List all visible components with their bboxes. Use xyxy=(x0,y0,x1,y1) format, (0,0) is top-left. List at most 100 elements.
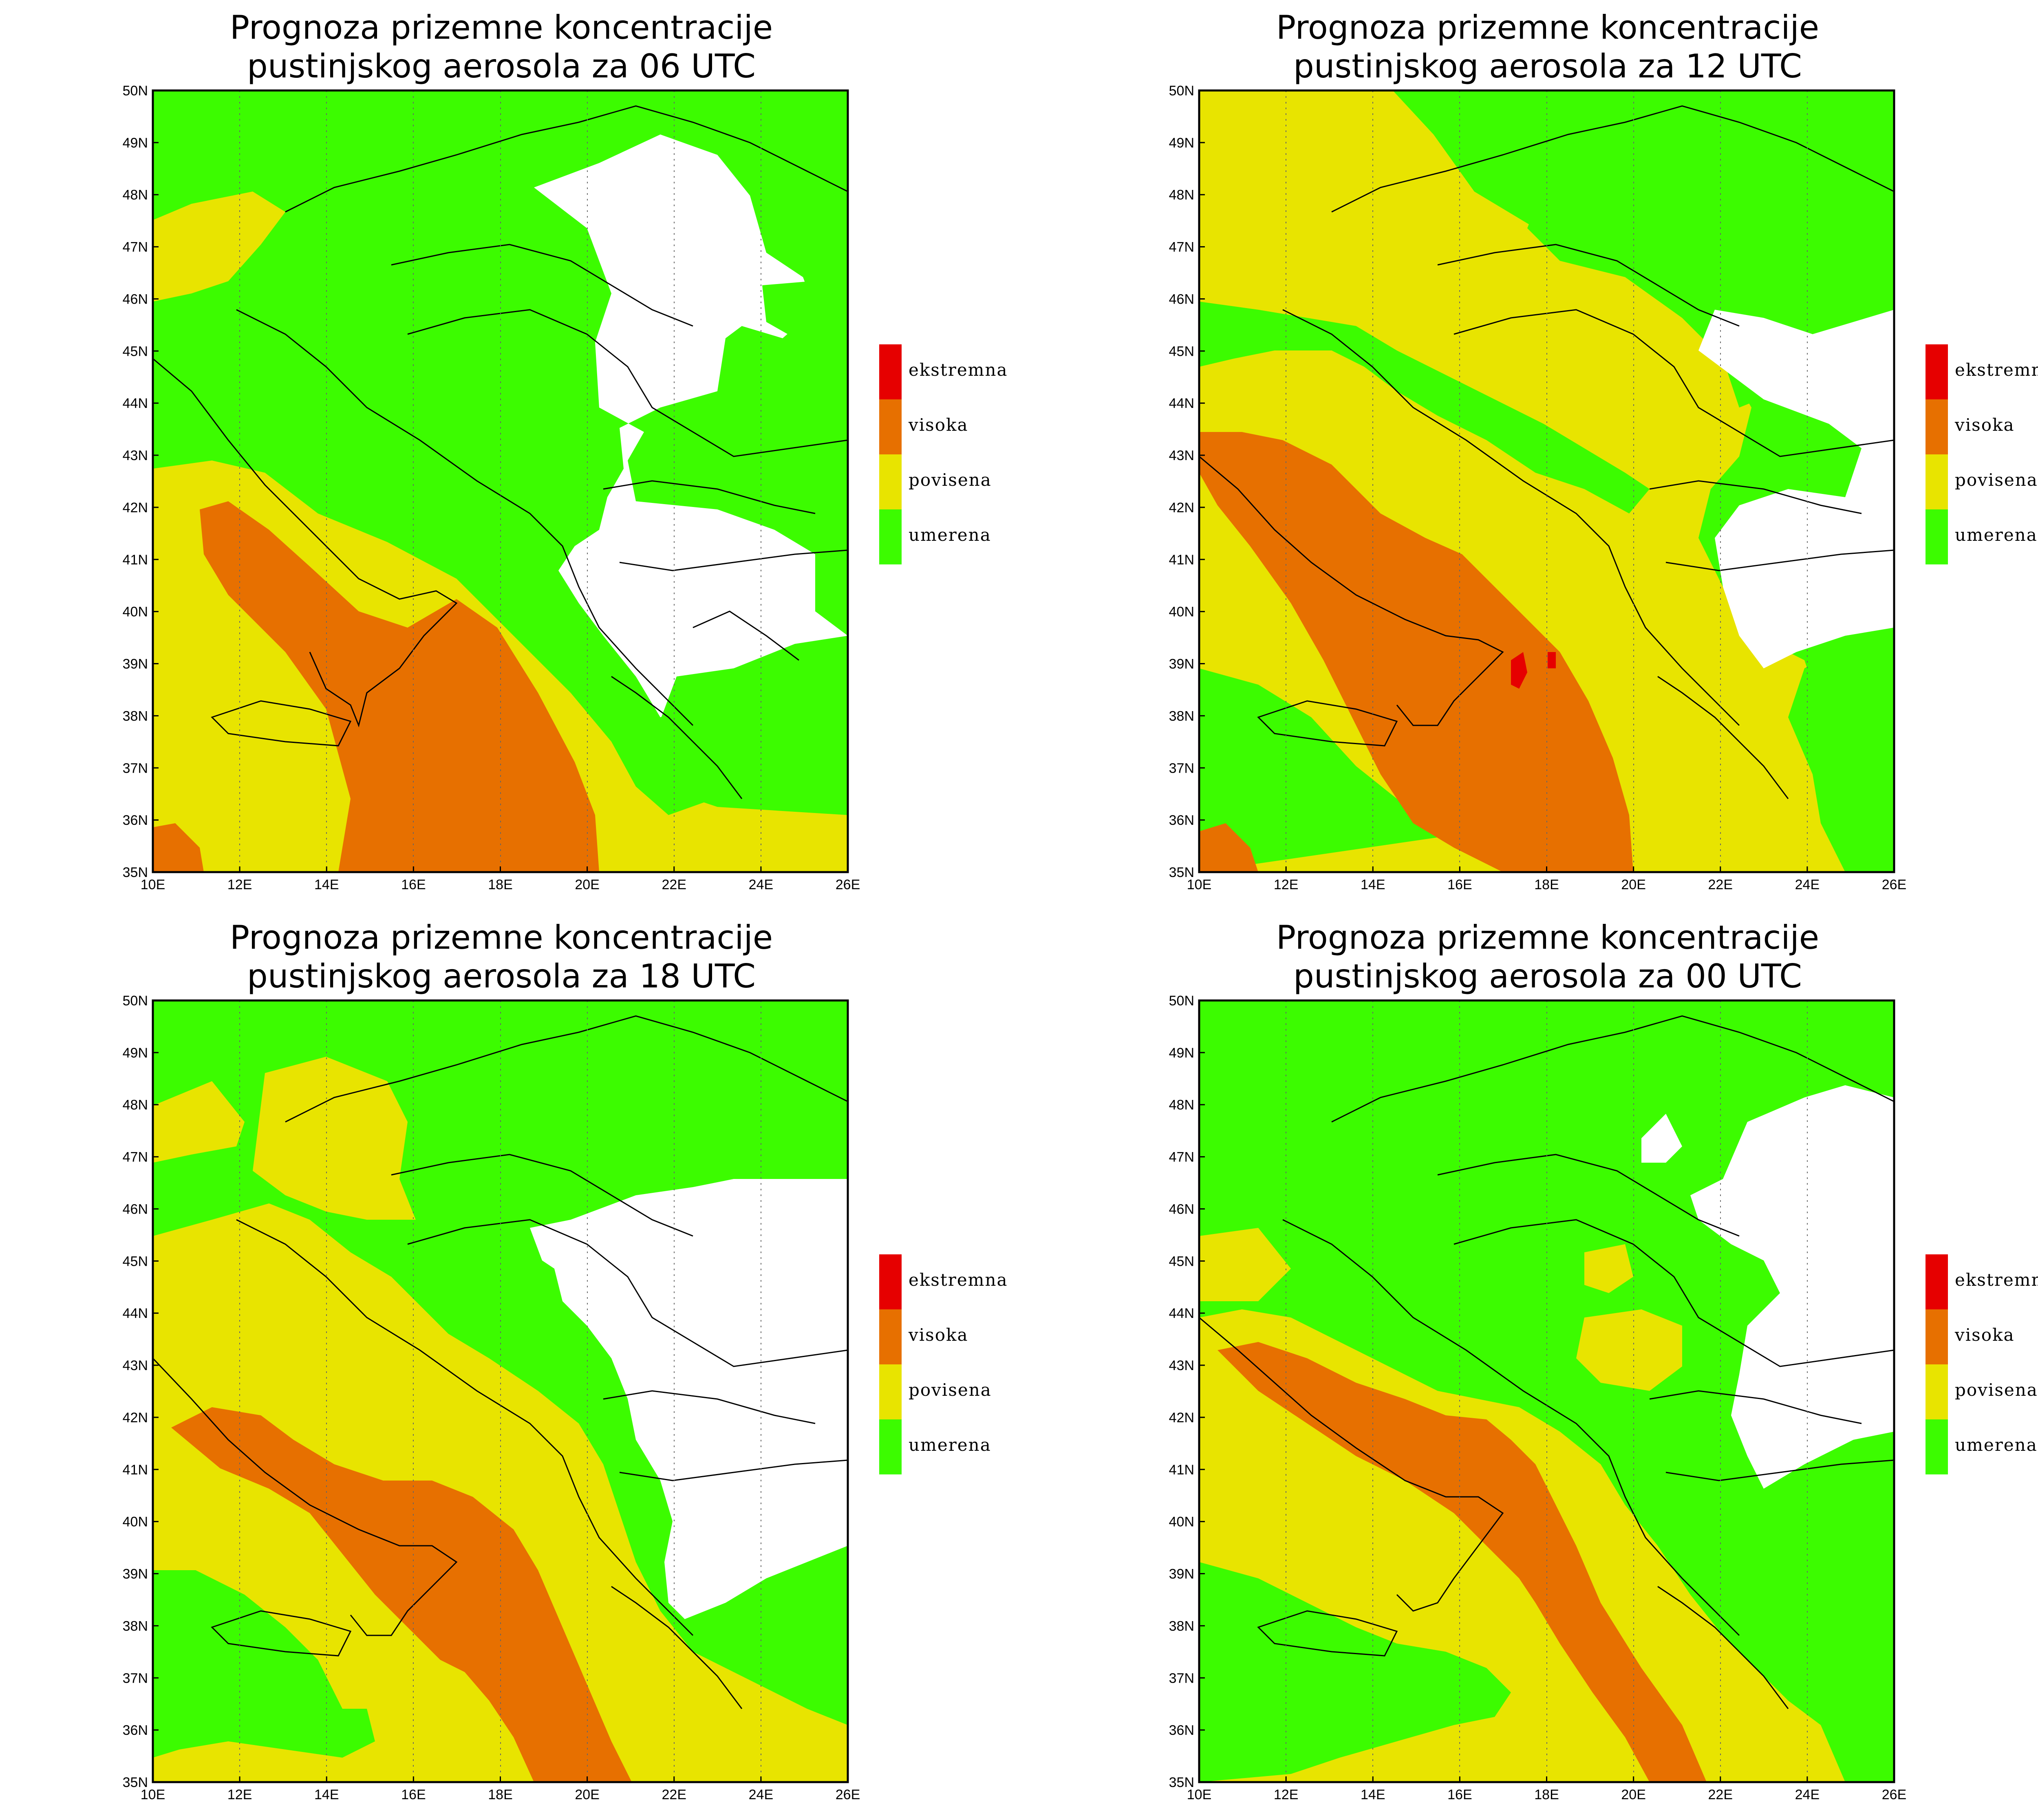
title-line-1: Prognoza prizemne koncentracije xyxy=(1276,919,1820,956)
legend-swatch xyxy=(879,1419,902,1474)
legend-item-povisena: povisena xyxy=(879,1364,1042,1419)
legend-label: povisena xyxy=(1955,470,2038,490)
legend-swatch xyxy=(1926,344,1948,399)
legend-item-povisena: povisena xyxy=(879,454,1042,509)
legend-label: povisena xyxy=(909,1380,992,1400)
lat-tick-label: 43N xyxy=(123,448,148,463)
legend-item-visoka: visoka xyxy=(1926,1309,2038,1364)
legend-label: povisena xyxy=(1955,1380,2038,1400)
lat-tick-label: 36N xyxy=(1169,1723,1194,1738)
legend-label: umerena xyxy=(909,1435,991,1455)
legend-item-ekstremna: ekstremna xyxy=(879,1254,1042,1309)
lon-tick-label: 26E xyxy=(836,1787,860,1802)
title-line-1: Prognoza prizemne koncentracije xyxy=(1276,9,1820,46)
lat-tick-label: 46N xyxy=(123,1201,148,1217)
lon-tick-label: 12E xyxy=(1274,1787,1299,1802)
lat-tick-label: 43N xyxy=(1169,1358,1194,1373)
forecast-map: 50N 49N 48N 47N 46N 45N 44N 43N 42N 41N 40N 39N 38N 3… xyxy=(123,83,860,892)
lon-tick-label: 20E xyxy=(575,877,600,892)
legend-item-umerena: umerena xyxy=(1926,509,2038,564)
lon-tick-label: 22E xyxy=(1708,1787,1733,1802)
lon-tick-label: 20E xyxy=(575,1787,600,1802)
legend-swatch xyxy=(879,1309,902,1364)
lat-tick-label: 38N xyxy=(123,1618,148,1634)
lat-tick-label: 39N xyxy=(1169,657,1194,672)
lon-tick-label: 22E xyxy=(662,1787,687,1802)
lat-tick-label: 42N xyxy=(1169,500,1194,516)
lat-tick-label: 37N xyxy=(1169,760,1194,776)
legend-swatch xyxy=(1926,1419,1948,1474)
lat-tick-label: 38N xyxy=(1169,1618,1194,1634)
lon-tick-label: 10E xyxy=(1187,1787,1212,1802)
lat-tick-label: 47N xyxy=(1169,240,1194,255)
lon-tick-label: 26E xyxy=(1882,877,1907,892)
lon-tick-label: 14E xyxy=(314,1787,339,1802)
lon-tick-label: 18E xyxy=(1534,877,1559,892)
legend-swatch xyxy=(879,1364,902,1419)
lat-tick-label: 49N xyxy=(123,1045,148,1061)
graticule xyxy=(1286,90,1808,872)
legend-label: visoka xyxy=(909,1325,968,1345)
legend-item-umerena: umerena xyxy=(1926,1419,2038,1474)
legend-label: ekstremna xyxy=(909,1270,1008,1290)
lat-tick-label: 47N xyxy=(123,240,148,255)
lat-tick-label: 35N xyxy=(1169,1775,1194,1790)
legend-label: ekstremna xyxy=(909,360,1008,380)
graticule xyxy=(239,1000,761,1782)
panel-title: Prognoza prizemne koncentracije pustinjs… xyxy=(151,8,852,124)
lat-tick-label: 42N xyxy=(1169,1410,1194,1426)
legend-item-ekstremna: ekstremna xyxy=(1926,1254,2038,1309)
lat-tick-label: 46N xyxy=(1169,291,1194,307)
title-line-1: Prognoza prizemne koncentracije xyxy=(229,919,773,956)
legend-swatch xyxy=(1926,1364,1948,1419)
lat-tick-label: 40N xyxy=(1169,1514,1194,1530)
legend-label: umerena xyxy=(1955,1435,2038,1455)
legend-swatch xyxy=(1926,1254,1948,1309)
lon-tick-label: 14E xyxy=(1361,1787,1385,1802)
lon-tick-label: 22E xyxy=(1708,877,1733,892)
lat-tick-label: 42N xyxy=(123,1410,148,1426)
coastlines-and-borders xyxy=(1199,1015,1895,1709)
lat-tick-label: 50N xyxy=(1169,83,1194,99)
lat-tick-label: 48N xyxy=(123,187,148,203)
lon-tick-label: 24E xyxy=(1795,1787,1820,1802)
lat-tick-label: 44N xyxy=(123,1306,148,1321)
concentration-fields xyxy=(153,1000,848,1782)
legend-label: visoka xyxy=(1955,415,2015,435)
lon-tick-label: 24E xyxy=(749,1787,774,1802)
lat-tick-label: 44N xyxy=(123,396,148,411)
lon-tick-label: 12E xyxy=(227,877,252,892)
lon-tick-label: 26E xyxy=(1882,1787,1907,1802)
map-panel-12utc: Prognoza prizemne koncentracije pustinjs… xyxy=(1046,0,2038,910)
legend-swatch xyxy=(879,344,902,399)
lat-tick-label: 46N xyxy=(1169,1201,1194,1217)
legend-item-visoka: visoka xyxy=(879,399,1042,454)
legend-swatch xyxy=(1926,399,1948,454)
lat-tick-label: 49N xyxy=(123,135,148,151)
forecast-map: 50N 49N 48N 47N 46N 45N 44N 43N 42N 41N 40N 39N 38N 3… xyxy=(1169,993,1907,1802)
lat-tick-label: 36N xyxy=(123,1723,148,1738)
legend-item-povisena: povisena xyxy=(1926,454,2038,509)
concentration-fields xyxy=(1199,90,1894,872)
lat-tick-label: 41N xyxy=(1169,552,1194,568)
lon-tick-label: 20E xyxy=(1621,1787,1646,1802)
lon-tick-label: 26E xyxy=(836,877,860,892)
lat-tick-label: 50N xyxy=(123,993,148,1009)
lat-tick-label: 50N xyxy=(1169,993,1194,1009)
lon-tick-label: 14E xyxy=(314,877,339,892)
lon-tick-label: 16E xyxy=(1447,1787,1472,1802)
lat-tick-label: 38N xyxy=(123,708,148,724)
lat-tick-label: 36N xyxy=(1169,813,1194,828)
legend-label: visoka xyxy=(1955,1325,2015,1345)
coastlines-and-borders xyxy=(152,105,848,799)
lat-tick-label: 35N xyxy=(1169,865,1194,880)
legend-swatch xyxy=(879,454,902,509)
lat-tick-label: 39N xyxy=(1169,1567,1194,1582)
map-panel-00utc: Prognoza prizemne koncentracije pustinjs… xyxy=(1046,910,2038,1820)
lon-tick-label: 18E xyxy=(488,877,513,892)
lon-tick-label: 10E xyxy=(141,1787,165,1802)
lon-tick-label: 20E xyxy=(1621,877,1646,892)
lat-tick-label: 44N xyxy=(1169,1306,1194,1321)
lon-tick-label: 12E xyxy=(227,1787,252,1802)
lat-tick-label: 40N xyxy=(123,1514,148,1530)
